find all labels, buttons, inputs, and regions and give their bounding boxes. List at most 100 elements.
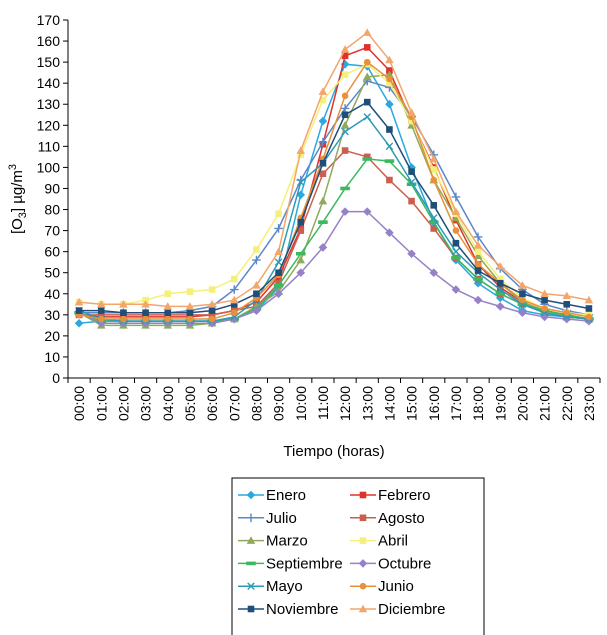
x-tick-label: 07:00 [226,386,242,421]
series-line-junio [78,61,590,320]
data-point-mayo [385,142,394,151]
x-tick-label: 05:00 [182,386,198,421]
data-point-noviembre [363,98,371,106]
data-point-diciembre [185,302,195,310]
x-tick-label: 00:00 [71,386,87,421]
data-point-agosto [297,227,305,234]
data-point-marzo [451,213,461,222]
legend-item-agosto: Agosto [350,510,425,527]
data-point-octubre [451,285,461,294]
legend-label: Junio [378,578,414,595]
data-point-septiembre [295,251,306,256]
data-point-diciembre [119,299,128,308]
legend-item-febrero: Febrero [350,487,431,504]
legend-marker [247,582,255,590]
legend-label: Diciembre [378,601,446,618]
legend-label: Mayo [266,578,303,595]
data-point-mayo [496,285,505,294]
data-point-noviembre [519,290,526,298]
x-tick-label: 09:00 [271,386,287,421]
data-point-octubre [495,302,505,311]
data-point-abril [474,248,482,255]
y-tick-label: 20 [44,328,60,344]
data-point-diciembre [229,295,239,304]
data-point-octubre [274,289,283,299]
legend-marker [359,582,367,590]
y-axis-ticks: 0 10 20 30 40 50 60 70 80 90 100 110 120 130 140 150 160… [37,12,68,386]
legend-marker [359,514,367,522]
data-point-octubre [163,318,173,328]
series-mayo [75,113,593,325]
data-point-febrero [341,52,349,60]
data-point-junio [120,315,127,323]
data-point-diciembre [407,108,416,116]
data-point-agosto [408,197,415,205]
data-point-junio [519,296,526,304]
data-point-marzo [318,196,328,205]
y-tick-label: 120 [37,117,61,133]
series-line-octubre [78,210,589,324]
x-axis-ticks: 00:00 01:00 02:00 03:00 04:00 05:00 06:00 07:00… [67,378,601,421]
data-point-junio [563,309,571,317]
series-layer [74,28,594,329]
data-point-noviembre [319,159,327,167]
data-point-octubre [252,306,261,315]
data-point-noviembre [253,290,260,298]
data-point-mayo [274,258,283,266]
x-tick-label: 10:00 [293,386,309,421]
data-point-julio [340,104,350,113]
data-point-enero [318,116,328,126]
series-line-febrero [79,46,590,320]
data-point-octubre [473,295,483,305]
y-tick-label: 110 [38,138,61,154]
data-point-julio [229,285,239,294]
data-point-julio [473,232,483,242]
legend-item-mayo: Mayo [238,578,303,595]
data-point-diciembre [207,299,217,308]
data-point-junio [230,309,238,317]
data-point-abril [341,71,349,79]
data-point-octubre [562,314,572,324]
data-point-enero [340,59,350,69]
data-point-agosto [341,147,349,154]
data-point-diciembre [274,247,283,255]
data-point-noviembre [430,202,438,209]
data-point-diciembre [451,207,461,215]
data-point-mayo [296,178,305,186]
data-point-mayo [363,113,372,121]
legend-marker [246,561,256,566]
data-point-junio [208,315,216,323]
legend-marker [358,604,368,613]
x-tick-label: 12:00 [337,386,353,421]
data-point-septiembre [428,220,439,224]
data-point-diciembre [473,241,483,249]
data-point-abril [408,117,415,125]
data-point-octubre [385,228,394,237]
data-point-abril [297,151,305,159]
legend-label: Julio [266,510,297,527]
data-point-octubre [207,318,217,328]
data-point-abril [208,286,216,293]
x-tick-label: 15:00 [404,386,420,421]
data-point-agosto [386,176,393,184]
data-point-junio [341,92,349,100]
data-point-diciembre [518,281,527,289]
data-point-diciembre [540,289,549,298]
y-tick-label: 0 [52,370,60,386]
x-tick-label: 01:00 [93,386,109,421]
data-point-octubre [518,308,527,318]
legend-marker [246,490,256,500]
y-tick-label: 150 [37,54,61,70]
data-point-julio [451,192,461,202]
data-point-abril [430,166,438,173]
legend-item-noviembre: Noviembre [238,601,339,618]
data-point-noviembre [541,296,548,304]
data-point-octubre [296,268,306,278]
legend-label: Enero [266,487,306,504]
data-point-noviembre [120,309,127,317]
data-point-septiembre [473,277,483,281]
data-point-octubre [407,249,416,259]
data-point-marzo [385,70,394,79]
series-octubre [74,207,594,328]
data-point-septiembre [495,291,506,296]
